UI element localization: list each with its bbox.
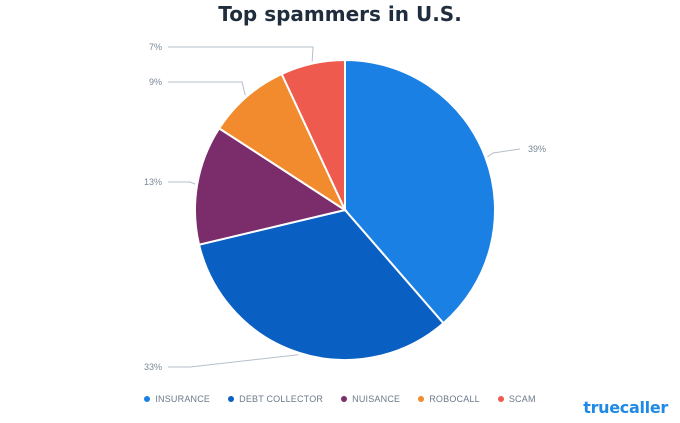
legend-item-nuisance: NUISANCE xyxy=(341,394,400,404)
leader-line-insurance xyxy=(487,148,521,158)
data-label-insurance: 39% xyxy=(528,144,546,154)
legend-label: ROBOCALL xyxy=(429,394,480,404)
pie-slice-debt-collector xyxy=(197,208,445,361)
pie-slice-robocall xyxy=(217,72,348,213)
leader-line-nuisance xyxy=(168,181,196,185)
legend-item-insurance: INSURANCE xyxy=(144,394,210,404)
data-label-nuisance: 13% xyxy=(144,177,162,187)
pie-slice-scam xyxy=(280,58,346,211)
legend-swatch xyxy=(418,396,425,402)
legend-item-scam: SCAM xyxy=(497,394,536,404)
data-label-scam: 7% xyxy=(149,42,162,52)
legend-label: SCAM xyxy=(508,394,536,404)
legend-swatch xyxy=(341,396,348,402)
legend-label: NUISANCE xyxy=(352,394,401,404)
data-label-robocall: 9% xyxy=(149,77,162,87)
leader-line-robocall xyxy=(168,81,246,96)
legend-item-robocall: ROBOCALL xyxy=(418,394,480,404)
legend-item-debt-collector: DEBT COLLECTOR xyxy=(228,394,323,404)
legend-label: DEBT COLLECTOR xyxy=(239,394,324,404)
leader-line-scam xyxy=(168,46,314,62)
pie-slice-nuisance xyxy=(194,126,348,246)
data-label-debt-collector: 33% xyxy=(144,362,162,372)
pie-chart: 39% 33% 13% 9% 7% xyxy=(144,42,546,372)
pie-slice-insurance xyxy=(344,58,496,325)
legend-swatch xyxy=(144,396,151,402)
legend-swatch xyxy=(228,396,235,402)
legend-swatch xyxy=(497,396,504,402)
chart-title: Top spammers in U.S. xyxy=(218,2,462,26)
legend: INSURANCE DEBT COLLECTOR NUISANCE ROBOCALL S… xyxy=(0,394,680,404)
legend-label: INSURANCE xyxy=(155,394,211,404)
leader-line-debt-collector xyxy=(168,354,299,368)
truecaller-logo: truecaller xyxy=(583,398,668,417)
